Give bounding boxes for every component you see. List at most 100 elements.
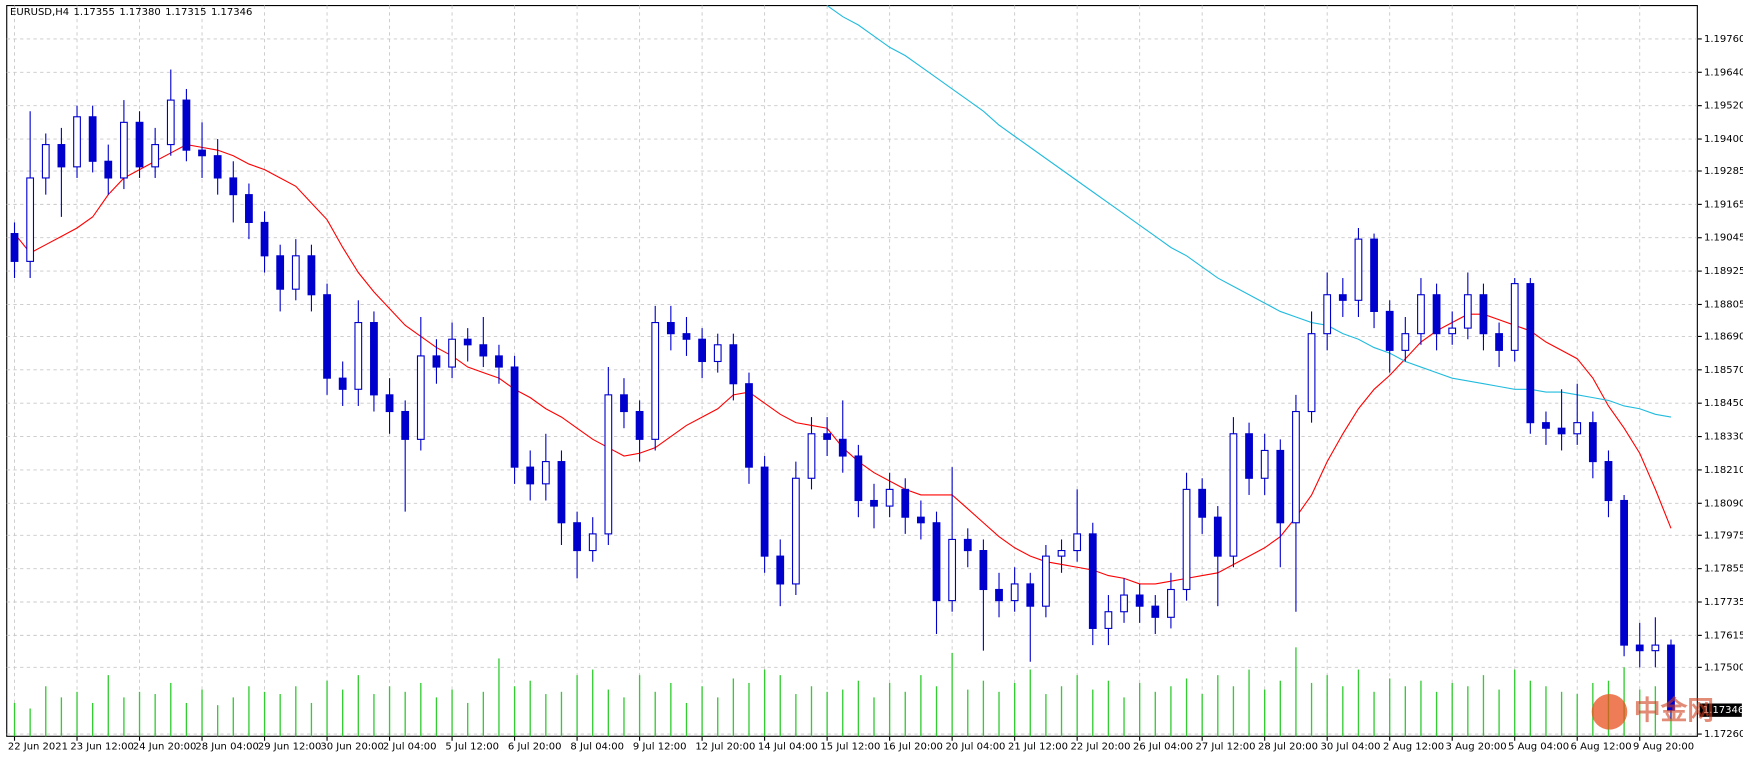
candle-body: [57, 144, 66, 168]
ohlc-open: 1.17355: [74, 7, 115, 18]
candle-body: [854, 455, 863, 502]
x-tick-label: 12 Jul 20:00: [695, 741, 755, 752]
x-tick-label: 6 Aug 12:00: [1571, 741, 1632, 752]
candle-body: [1026, 583, 1035, 607]
candle-body: [573, 522, 581, 552]
candle-body: [1292, 410, 1300, 524]
x-tick-label: 2 Jul 04:00: [383, 741, 437, 752]
candle-body: [1463, 294, 1472, 329]
candle-body: [713, 344, 722, 363]
candle-body: [948, 538, 957, 602]
candle-body: [729, 344, 738, 385]
candle-body: [760, 466, 769, 557]
candle-body: [1448, 327, 1457, 335]
x-tick-label: 16 Jul 20:00: [883, 741, 943, 752]
candle-body: [1588, 422, 1597, 463]
candle-body: [260, 221, 269, 257]
candle-body: [823, 433, 832, 440]
symbol: EURUSD,H4: [10, 7, 69, 18]
candle-body: [1260, 449, 1269, 479]
x-tick-label: 3 Aug 20:00: [1446, 741, 1507, 752]
ohlc-close: 1.17346: [211, 7, 252, 18]
x-tick-label: 30 Jun 20:00: [320, 741, 384, 752]
candle-body: [1432, 294, 1441, 335]
x-tick-label: 9 Aug 20:00: [1633, 741, 1694, 752]
candle-body: [1229, 433, 1238, 557]
candle-body: [198, 149, 206, 157]
candle-body: [541, 461, 550, 485]
candle-body: [479, 344, 488, 357]
candle-body: [495, 355, 503, 368]
volume-pane: [13, 647, 1672, 737]
candle-body: [1135, 594, 1144, 607]
candle-body: [963, 538, 972, 552]
candle-body: [651, 321, 660, 440]
candle-body: [635, 410, 644, 440]
x-tick-label: 5 Jul 12:00: [445, 741, 499, 752]
x-tick-label: 26 Jul 04:00: [1133, 741, 1193, 752]
candle-body: [604, 394, 613, 535]
x-tick-label: 23 Jun 12:00: [70, 741, 134, 752]
y-tick-label: 1.17735: [1704, 597, 1743, 608]
candle-body: [1526, 283, 1535, 424]
candle-body: [588, 533, 597, 552]
candle-body: [370, 321, 378, 396]
candle-body: [104, 160, 113, 179]
candle-body: [1198, 488, 1207, 518]
candle-body: [1307, 333, 1316, 413]
y-tick-label: 1.19760: [1704, 34, 1743, 45]
candle-body: [135, 121, 144, 168]
candle-body: [463, 338, 472, 346]
candle-body: [1542, 422, 1550, 429]
y-tick-label: 1.18570: [1704, 365, 1743, 376]
y-tick-label: 1.17855: [1704, 564, 1743, 575]
candle-body: [698, 338, 706, 363]
current-price-label: 1.17346: [1703, 705, 1743, 716]
candle-body: [166, 99, 175, 146]
x-tick-label: 22 Jul 20:00: [1070, 741, 1130, 752]
candle-body: [338, 377, 347, 390]
candle-body: [323, 294, 331, 379]
header: EURUSD,H4 1.17355 1.17380 1.17315 1.17346: [10, 7, 252, 18]
candle-body: [1073, 533, 1082, 552]
x-tick-label: 14 Jul 04:00: [758, 741, 818, 752]
candle-body: [916, 516, 925, 524]
current-price-box: [1699, 703, 1742, 717]
candle-body: [182, 99, 191, 151]
candle-body: [229, 177, 238, 196]
candle-body: [1213, 516, 1222, 557]
candle-body: [979, 550, 988, 591]
candle-body: [1385, 310, 1394, 351]
candle-body: [354, 321, 363, 390]
candle-body: [1557, 427, 1566, 435]
x-tick-label: 9 Jul 12:00: [633, 741, 687, 752]
plot-frame: [6, 5, 1698, 737]
candle-body: [401, 410, 410, 440]
candle-body: [213, 155, 222, 179]
x-tick-label: 5 Aug 04:00: [1508, 741, 1569, 752]
axes: 1.19760 1.19640 1.19520 1.19400 1.19285 1.191…: [8, 34, 1743, 752]
ohlc-high: 1.17380: [119, 7, 160, 18]
candle-body: [1088, 533, 1097, 629]
candle-body: [932, 522, 941, 602]
candle-body: [870, 499, 878, 507]
candle-body: [1401, 333, 1410, 351]
candle-body: [1651, 644, 1660, 652]
x-tick-label: 6 Jul 20:00: [508, 741, 562, 752]
y-tick-label: 1.18090: [1704, 498, 1743, 509]
candle-body: [1667, 644, 1675, 711]
candle-body: [776, 555, 785, 585]
candle-body: [10, 233, 19, 262]
y-tick-label: 1.18925: [1704, 266, 1743, 277]
y-tick-label: 1.19165: [1704, 199, 1743, 210]
candle-body: [1354, 238, 1363, 301]
candle-body: [1338, 294, 1347, 301]
candle-body: [807, 433, 816, 479]
candle-body: [1276, 449, 1285, 524]
candle-body: [995, 588, 1003, 602]
candle-body: [151, 144, 160, 168]
y-tick-label: 1.18805: [1704, 299, 1743, 310]
candle-body: [416, 355, 425, 440]
